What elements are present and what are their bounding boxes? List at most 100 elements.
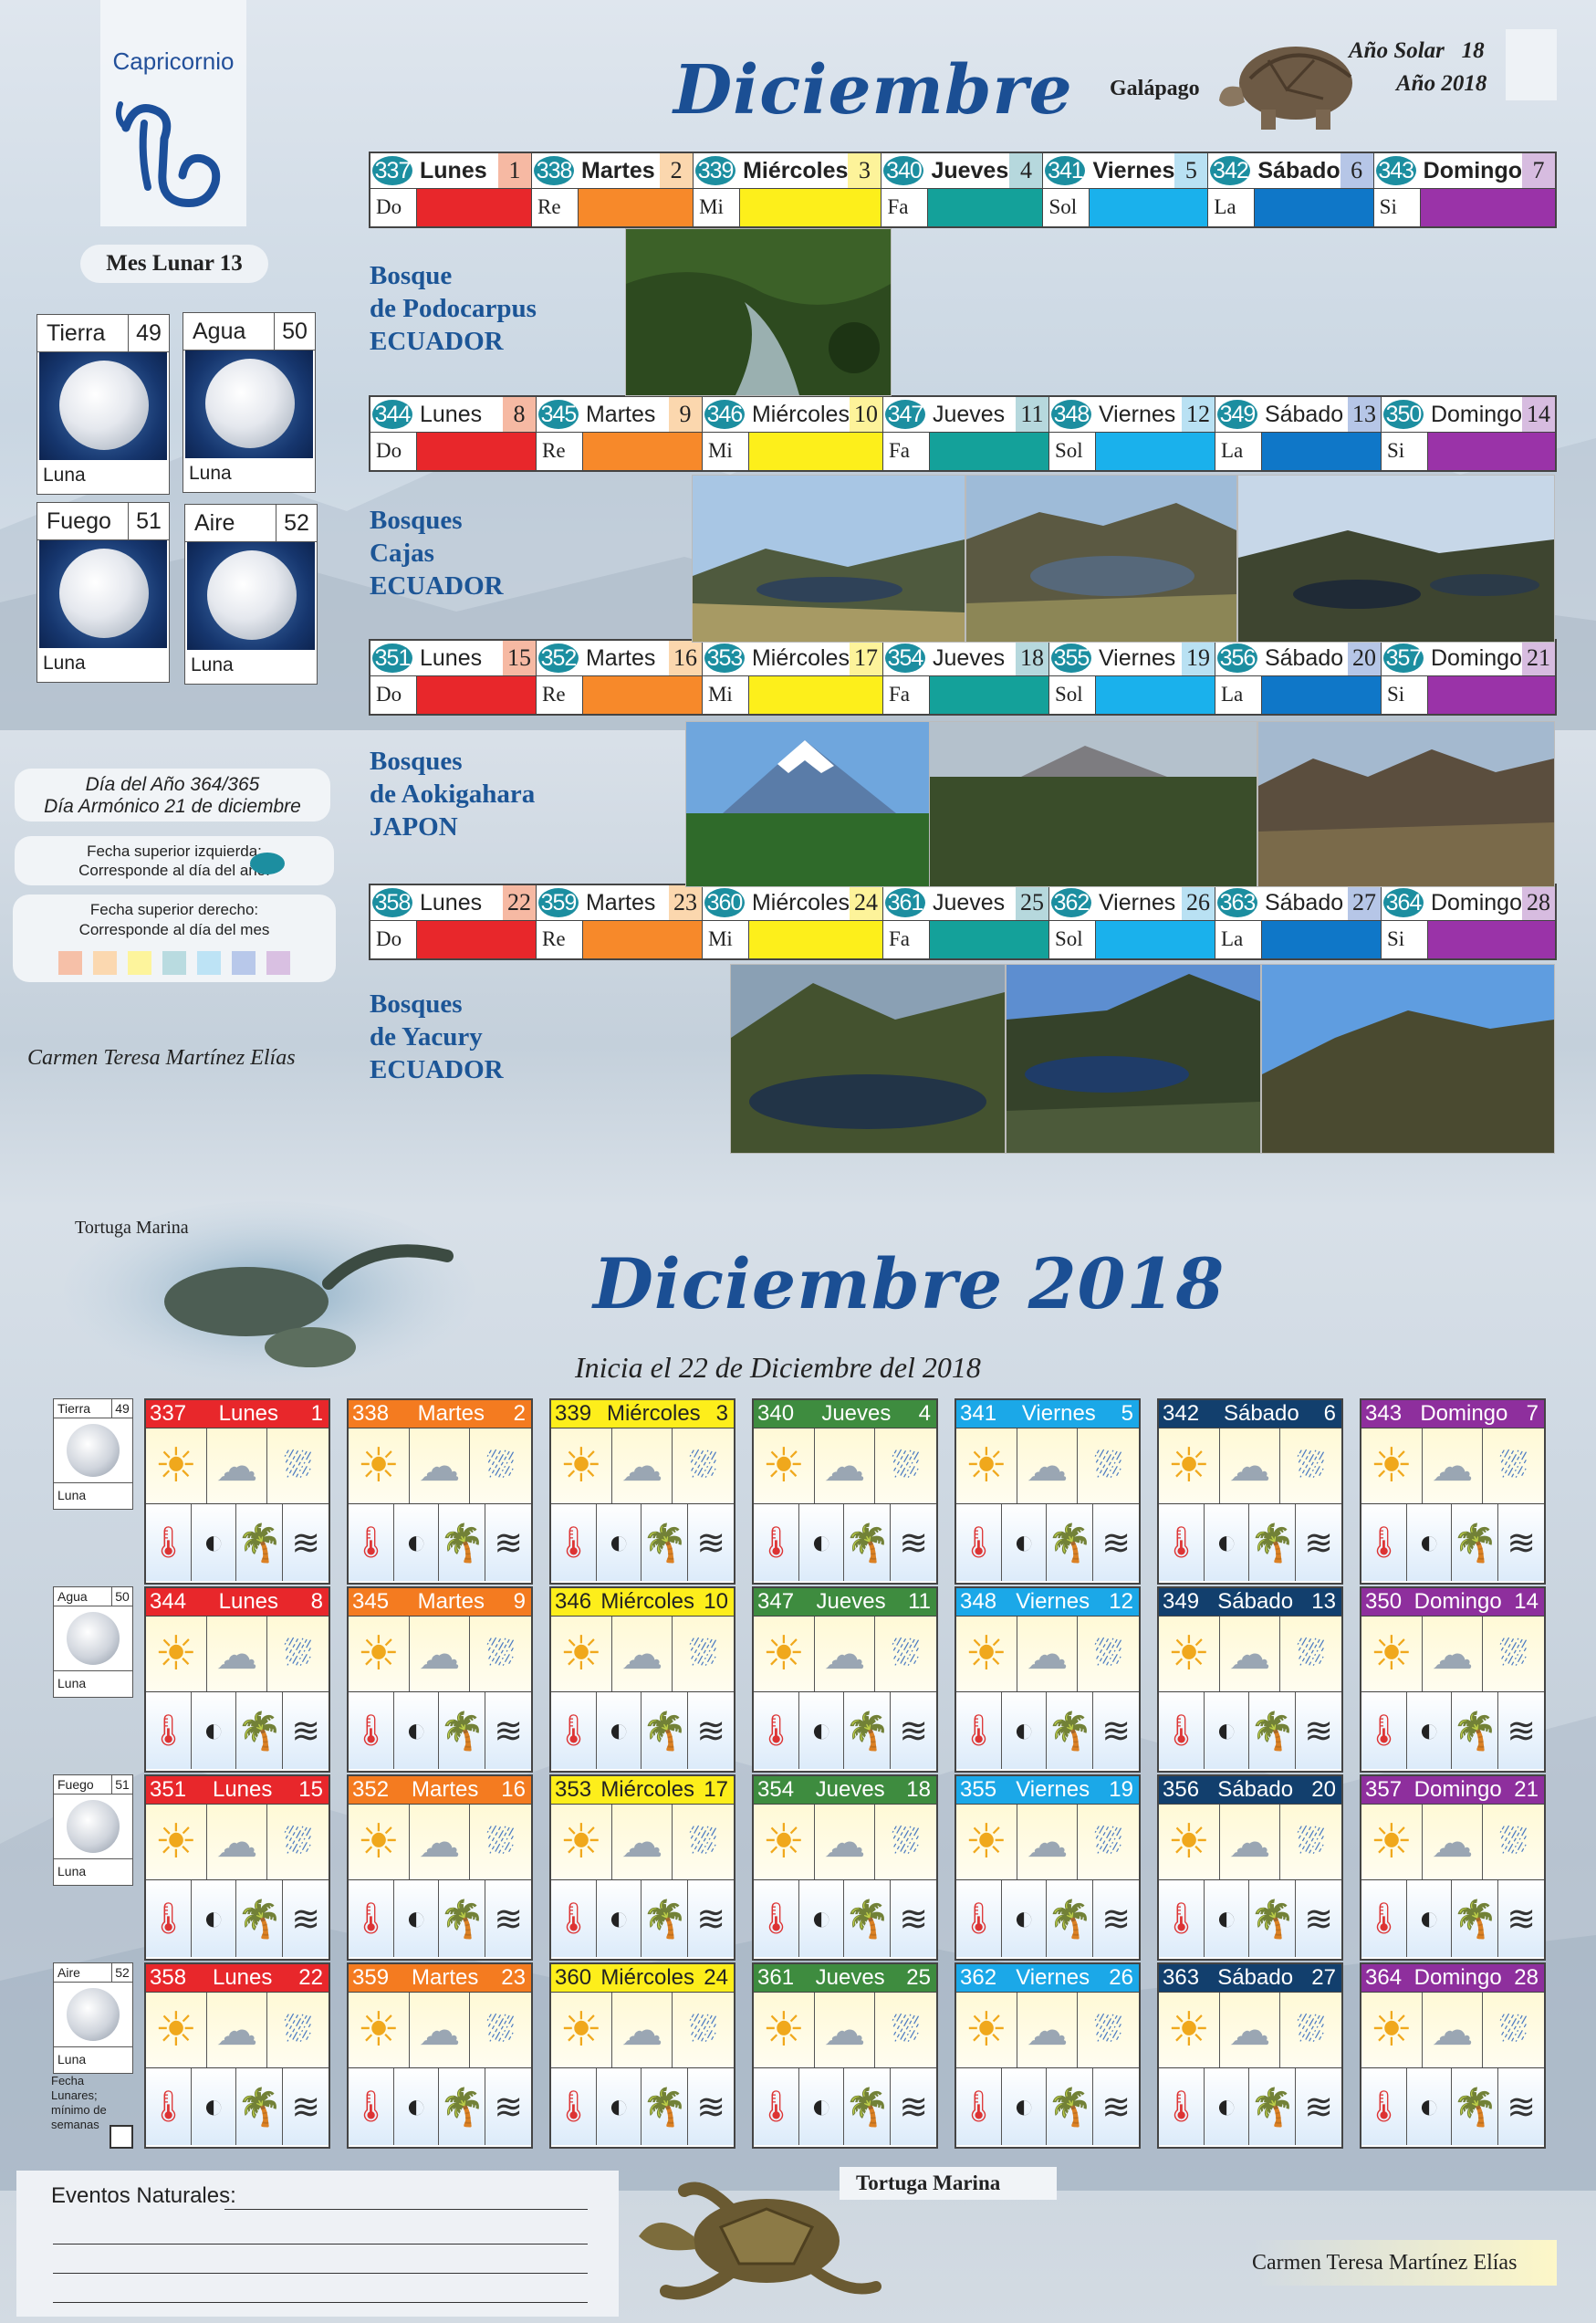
palm-tree-icon[interactable]: 🌴 <box>1452 2068 1499 2145</box>
half-moon-icon[interactable]: ◐ <box>799 1504 845 1581</box>
wind-icon[interactable]: ≋ <box>291 1523 321 1563</box>
sun-icon[interactable]: ☀ <box>1159 1428 1220 1503</box>
rain-icon[interactable]: ⛆ <box>284 1447 312 1485</box>
cloud-icon[interactable]: ☁ <box>207 1428 268 1503</box>
half-moon-icon[interactable]: ◐ <box>1205 1692 1250 1769</box>
wind-icon[interactable]: ≋ <box>1507 2088 1537 2127</box>
cloud-icon[interactable]: ☁ <box>1017 1428 1079 1503</box>
palm-tree-icon[interactable]: 🌴 <box>642 1880 689 1957</box>
sun-icon[interactable]: ☀ <box>349 1805 410 1879</box>
day-cell[interactable]: 339 Miércoles 3 Mi <box>694 153 882 226</box>
thermometer-icon[interactable]: 🌡 <box>146 1504 192 1581</box>
half-moon-icon[interactable]: ◐ <box>1002 2068 1048 2145</box>
wind-icon[interactable]: ≋ <box>494 1899 524 1939</box>
cloud-icon[interactable]: ☁ <box>207 1993 268 2067</box>
palm-tree-icon[interactable]: 🌴 <box>1452 1880 1499 1957</box>
thermometer-icon[interactable]: 🌡 <box>1159 1692 1205 1769</box>
wind-icon[interactable]: ≋ <box>1304 1711 1334 1751</box>
sun-icon[interactable]: ☀ <box>956 1805 1017 1879</box>
day-cell[interactable]: 342 Sábado 6 La <box>1208 153 1374 226</box>
rain-icon[interactable]: ⛆ <box>1499 1447 1528 1485</box>
sun-icon[interactable]: ☀ <box>1159 1805 1220 1879</box>
day-cell[interactable]: 343 Domingo 7 Si <box>1373 153 1555 226</box>
calendar-day-cell[interactable]: 353 Miércoles 17 ☀ ☁ ⛆ 🌡 ◐ 🌴 ≋ <box>549 1774 735 1961</box>
cloud-icon[interactable]: ☁ <box>1423 1805 1484 1879</box>
weeks-checkbox[interactable] <box>110 2125 133 2149</box>
half-moon-icon[interactable]: ◐ <box>597 1504 642 1581</box>
palm-tree-icon[interactable]: 🌴 <box>236 1504 284 1581</box>
wind-icon[interactable]: ≋ <box>291 1711 321 1751</box>
half-moon-icon[interactable]: ◐ <box>192 1692 237 1769</box>
day-cell[interactable]: 337 Lunes 1 Do <box>370 153 533 226</box>
calendar-day-cell[interactable]: 361 Jueves 25 ☀ ☁ ⛆ 🌡 ◐ 🌴 ≋ <box>752 1962 938 2149</box>
cloud-icon[interactable]: ☁ <box>1220 1805 1281 1879</box>
cloud-icon[interactable]: ☁ <box>815 1993 876 2067</box>
calendar-day-cell[interactable]: 360 Miércoles 24 ☀ ☁ ⛆ 🌡 ◐ 🌴 ≋ <box>549 1962 735 2149</box>
half-moon-icon[interactable]: ◐ <box>597 2068 642 2145</box>
rain-icon[interactable]: ⛆ <box>1094 2011 1122 2049</box>
calendar-day-cell[interactable]: 351 Lunes 15 ☀ ☁ ⛆ 🌡 ◐ 🌴 ≋ <box>144 1774 330 1961</box>
thermometer-icon[interactable]: 🌡 <box>551 1692 597 1769</box>
wind-icon[interactable]: ≋ <box>291 1899 321 1939</box>
rain-icon[interactable]: ⛆ <box>486 1447 515 1485</box>
half-moon-icon[interactable]: ◐ <box>1002 1880 1048 1957</box>
day-cell[interactable]: 356 Sábado 20 La <box>1215 641 1382 714</box>
half-moon-icon[interactable]: ◐ <box>1407 1504 1453 1581</box>
cloud-icon[interactable]: ☁ <box>410 1993 471 2067</box>
wind-icon[interactable]: ≋ <box>494 1523 524 1563</box>
palm-tree-icon[interactable]: 🌴 <box>642 1504 689 1581</box>
palm-tree-icon[interactable]: 🌴 <box>1452 1504 1499 1581</box>
calendar-day-cell[interactable]: 352 Martes 16 ☀ ☁ ⛆ 🌡 ◐ 🌴 ≋ <box>347 1774 533 1961</box>
cloud-icon[interactable]: ☁ <box>1220 1617 1281 1691</box>
rain-icon[interactable]: ⛆ <box>486 1635 515 1673</box>
cloud-icon[interactable]: ☁ <box>612 1428 673 1503</box>
rain-icon[interactable]: ⛆ <box>284 2011 312 2049</box>
wind-icon[interactable]: ≋ <box>696 2088 726 2127</box>
palm-tree-icon[interactable]: 🌴 <box>1047 1692 1094 1769</box>
thermometer-icon[interactable]: 🌡 <box>349 1880 394 1957</box>
half-moon-icon[interactable]: ◐ <box>799 2068 845 2145</box>
calendar-day-cell[interactable]: 362 Viernes 26 ☀ ☁ ⛆ 🌡 ◐ 🌴 ≋ <box>954 1962 1141 2149</box>
cloud-icon[interactable]: ☁ <box>1423 1428 1484 1503</box>
wind-icon[interactable]: ≋ <box>291 2088 321 2127</box>
day-cell[interactable]: 354 Jueves 18 Fa <box>882 641 1049 714</box>
day-cell[interactable]: 360 Miércoles 24 Mi <box>702 885 883 958</box>
thermometer-icon[interactable]: 🌡 <box>754 1880 799 1957</box>
rain-icon[interactable]: ⛆ <box>892 2011 920 2049</box>
rain-icon[interactable]: ⛆ <box>689 1447 717 1485</box>
cloud-icon[interactable]: ☁ <box>612 1805 673 1879</box>
wind-icon[interactable]: ≋ <box>1507 1899 1537 1939</box>
thermometer-icon[interactable]: 🌡 <box>754 1504 799 1581</box>
thermometer-icon[interactable]: 🌡 <box>349 1504 394 1581</box>
thermometer-icon[interactable]: 🌡 <box>349 1692 394 1769</box>
cloud-icon[interactable]: ☁ <box>410 1428 471 1503</box>
wind-icon[interactable]: ≋ <box>899 1899 929 1939</box>
rain-icon[interactable]: ⛆ <box>1094 1635 1122 1673</box>
rain-icon[interactable]: ⛆ <box>1094 1447 1122 1485</box>
palm-tree-icon[interactable]: 🌴 <box>236 2068 284 2145</box>
half-moon-icon[interactable]: ◐ <box>394 1692 440 1769</box>
wind-icon[interactable]: ≋ <box>1304 1523 1334 1563</box>
sun-icon[interactable]: ☀ <box>754 1805 815 1879</box>
day-cell[interactable]: 358 Lunes 22 Do <box>370 885 537 958</box>
rain-icon[interactable]: ⛆ <box>486 1823 515 1861</box>
thermometer-icon[interactable]: 🌡 <box>956 1504 1002 1581</box>
half-moon-icon[interactable]: ◐ <box>1407 2068 1453 2145</box>
calendar-day-cell[interactable]: 354 Jueves 18 ☀ ☁ ⛆ 🌡 ◐ 🌴 ≋ <box>752 1774 938 1961</box>
sun-icon[interactable]: ☀ <box>551 1617 612 1691</box>
calendar-day-cell[interactable]: 359 Martes 23 ☀ ☁ ⛆ 🌡 ◐ 🌴 ≋ <box>347 1962 533 2149</box>
thermometer-icon[interactable]: 🌡 <box>956 1692 1002 1769</box>
half-moon-icon[interactable]: ◐ <box>799 1692 845 1769</box>
half-moon-icon[interactable]: ◐ <box>192 1880 237 1957</box>
day-cell[interactable]: 352 Martes 16 Re <box>536 641 703 714</box>
sun-icon[interactable]: ☀ <box>1361 1993 1423 2067</box>
calendar-day-cell[interactable]: 348 Viernes 12 ☀ ☁ ⛆ 🌡 ◐ 🌴 ≋ <box>954 1586 1141 1773</box>
sun-icon[interactable]: ☀ <box>1361 1428 1423 1503</box>
palm-tree-icon[interactable]: 🌴 <box>1249 2068 1297 2145</box>
wind-icon[interactable]: ≋ <box>899 2088 929 2127</box>
wind-icon[interactable]: ≋ <box>494 1711 524 1751</box>
wind-icon[interactable]: ≋ <box>1101 1711 1132 1751</box>
sun-icon[interactable]: ☀ <box>349 1617 410 1691</box>
palm-tree-icon[interactable]: 🌴 <box>1452 1692 1499 1769</box>
sun-icon[interactable]: ☀ <box>754 1993 815 2067</box>
